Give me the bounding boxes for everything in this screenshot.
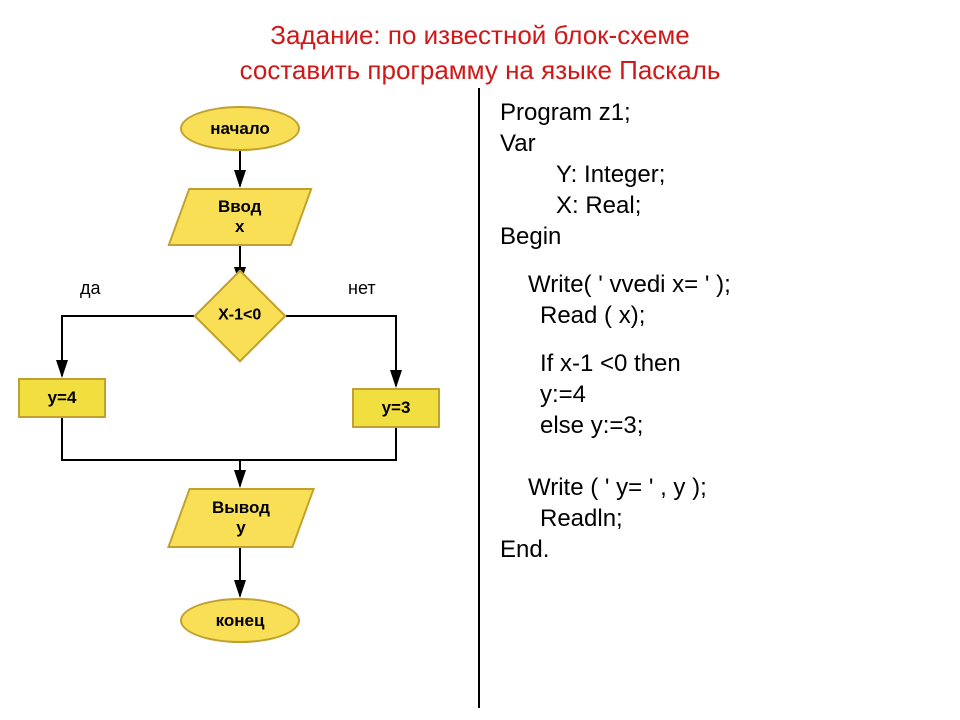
node-start: начало <box>180 106 300 151</box>
code-l5: Begin <box>500 223 940 251</box>
code-panel: Program z1; Var Y: Integer; X: Real; Beg… <box>480 88 960 708</box>
node-end-label: конец <box>216 611 265 631</box>
title-line-2: составить программу на языке Паскаль <box>240 55 721 85</box>
main-area: начало Вводx X-1<0 да нет y=4 y=3 Выводy… <box>0 88 960 708</box>
code-l9: y:=4 <box>500 381 940 409</box>
code-l3: Y: Integer; <box>500 161 940 189</box>
node-right: y=3 <box>352 388 440 428</box>
page-title: Задание: по известной блок-схеме состави… <box>0 0 960 88</box>
node-right-label: y=3 <box>382 398 411 418</box>
node-left-label: y=4 <box>48 388 77 408</box>
code-l7: Read ( x); <box>500 302 940 330</box>
node-output: Выводy <box>167 488 315 548</box>
code-l11: Write ( ' y= ' , y ); <box>500 474 940 502</box>
node-end: конец <box>180 598 300 643</box>
code-l6: Write( ' vvedi x= ' ); <box>500 271 940 299</box>
node-condition-label: X-1<0 <box>218 307 261 325</box>
code-l8: If x-1 <0 then <box>500 350 940 378</box>
code-l12: Readln; <box>500 505 940 533</box>
node-input-label: Вводx <box>218 197 261 237</box>
flowchart-panel: начало Вводx X-1<0 да нет y=4 y=3 Выводy… <box>0 88 480 708</box>
code-l2: Var <box>500 130 940 158</box>
code-l10: else y:=3; <box>500 412 940 440</box>
edge-label-yes: да <box>80 278 101 299</box>
node-output-label: Выводy <box>212 498 270 538</box>
title-line-1: Задание: по известной блок-схеме <box>270 20 689 50</box>
node-input: Вводx <box>167 188 312 246</box>
code-l4: X: Real; <box>500 192 940 220</box>
node-left: y=4 <box>18 378 106 418</box>
node-start-label: начало <box>210 119 270 139</box>
code-l13: End. <box>500 536 940 564</box>
code-l1: Program z1; <box>500 99 940 127</box>
edge-label-no: нет <box>348 278 376 299</box>
node-condition: X-1<0 <box>193 270 286 363</box>
